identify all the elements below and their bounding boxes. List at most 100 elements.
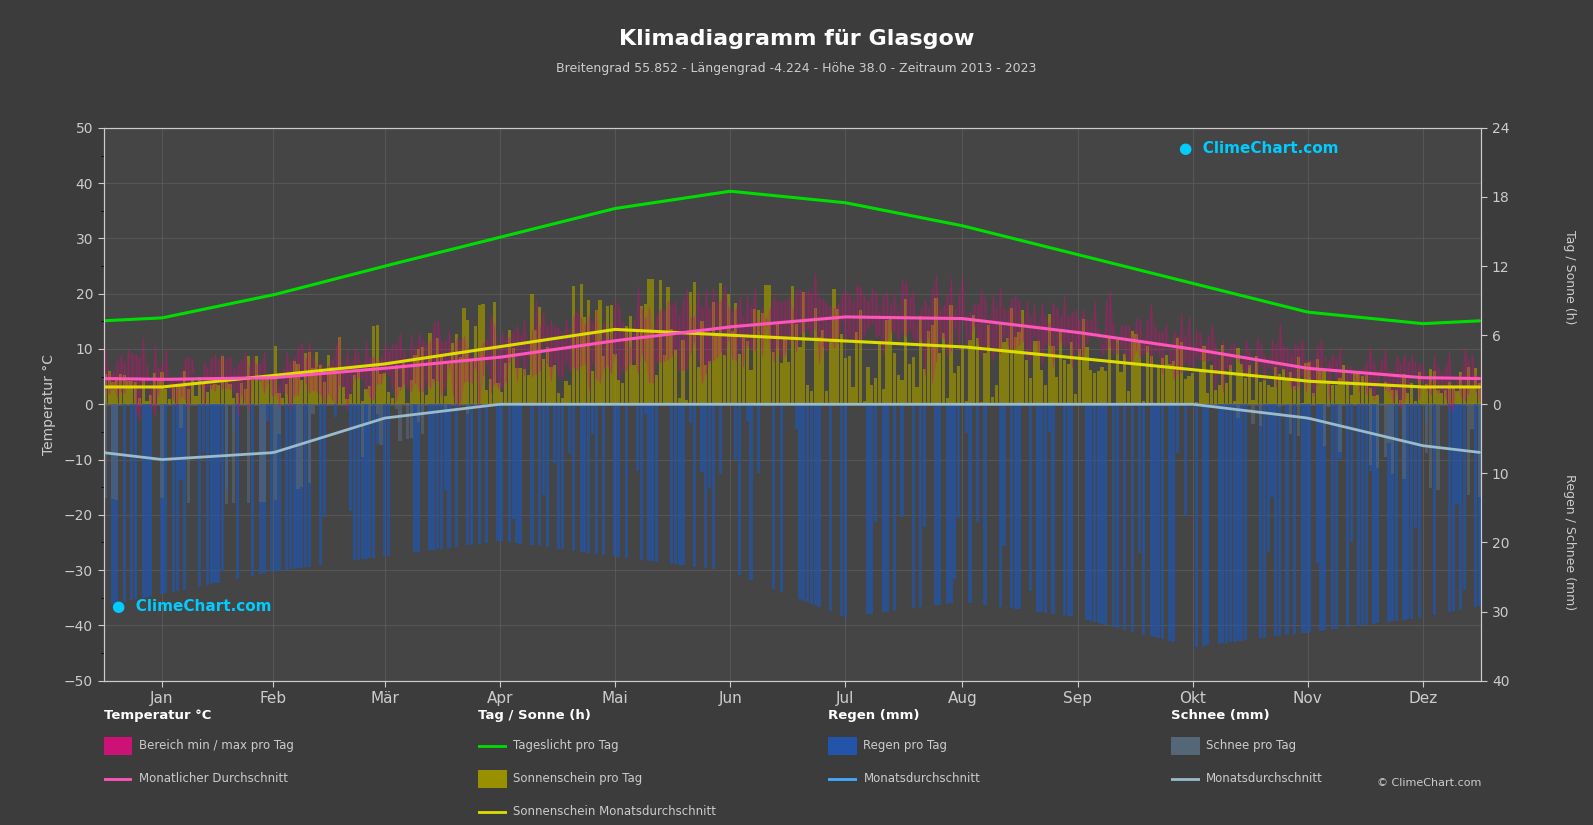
Bar bbox=[1104, 370, 1107, 404]
Bar bbox=[167, 398, 170, 404]
Bar bbox=[734, 404, 738, 460]
Bar bbox=[1429, 370, 1432, 404]
Bar bbox=[840, 334, 843, 404]
Bar bbox=[1357, 372, 1360, 404]
Bar bbox=[1244, 378, 1247, 404]
Bar bbox=[1115, 341, 1118, 404]
Bar bbox=[1448, 382, 1451, 404]
Bar bbox=[564, 380, 567, 404]
Text: Schnee (mm): Schnee (mm) bbox=[1171, 710, 1270, 723]
Bar bbox=[1013, 404, 1016, 609]
Bar bbox=[1376, 395, 1380, 404]
Bar bbox=[198, 404, 201, 587]
Bar bbox=[357, 372, 360, 404]
Bar bbox=[1270, 404, 1273, 497]
Bar bbox=[701, 404, 704, 472]
Bar bbox=[1236, 404, 1239, 642]
Bar bbox=[186, 389, 190, 404]
Bar bbox=[602, 356, 605, 404]
Bar bbox=[798, 404, 801, 599]
Bar bbox=[1063, 360, 1066, 404]
Bar bbox=[1029, 378, 1032, 404]
Bar bbox=[870, 385, 873, 404]
Bar bbox=[1266, 385, 1270, 404]
Bar bbox=[202, 383, 205, 404]
Bar bbox=[371, 404, 374, 558]
Bar bbox=[610, 304, 613, 404]
Bar bbox=[1440, 394, 1443, 404]
Bar bbox=[1286, 404, 1289, 635]
Bar bbox=[1278, 404, 1281, 407]
Bar bbox=[746, 341, 749, 404]
Bar bbox=[205, 404, 209, 585]
Bar bbox=[225, 404, 228, 504]
Bar bbox=[398, 404, 401, 441]
Bar bbox=[814, 309, 817, 404]
Bar bbox=[575, 337, 578, 404]
Bar bbox=[1266, 404, 1270, 552]
Bar bbox=[840, 404, 843, 615]
Bar bbox=[825, 391, 828, 404]
Bar bbox=[682, 404, 685, 565]
Bar bbox=[1437, 390, 1440, 404]
Bar bbox=[1195, 403, 1198, 404]
Bar bbox=[1437, 404, 1440, 490]
Bar bbox=[1131, 404, 1134, 631]
Bar bbox=[1172, 404, 1176, 643]
Bar bbox=[205, 392, 209, 404]
Bar bbox=[1037, 341, 1040, 404]
Bar bbox=[886, 404, 889, 611]
Bar bbox=[443, 404, 446, 410]
Bar bbox=[432, 404, 435, 549]
Bar bbox=[1368, 404, 1372, 465]
Bar bbox=[863, 401, 867, 404]
Bar bbox=[1184, 379, 1187, 404]
Bar bbox=[217, 404, 220, 582]
Bar bbox=[572, 404, 575, 551]
Bar bbox=[145, 401, 148, 404]
Bar bbox=[180, 404, 183, 428]
Bar bbox=[972, 315, 975, 404]
Bar bbox=[327, 356, 330, 404]
Bar bbox=[542, 359, 545, 404]
Bar bbox=[1070, 342, 1074, 404]
Text: Bereich min / max pro Tag: Bereich min / max pro Tag bbox=[139, 739, 293, 752]
Bar bbox=[115, 404, 118, 603]
Bar bbox=[798, 347, 801, 404]
Bar bbox=[1391, 404, 1394, 621]
Bar bbox=[851, 387, 854, 404]
Bar bbox=[354, 375, 357, 404]
Bar bbox=[1365, 375, 1368, 404]
Bar bbox=[417, 349, 421, 404]
Bar bbox=[545, 346, 548, 404]
Bar bbox=[965, 401, 969, 404]
Bar bbox=[1402, 404, 1405, 620]
Bar bbox=[1372, 395, 1375, 404]
Bar bbox=[349, 394, 352, 404]
Text: Sonnenschein pro Tag: Sonnenschein pro Tag bbox=[513, 772, 642, 785]
Bar bbox=[749, 370, 752, 404]
Bar bbox=[938, 353, 941, 404]
Bar bbox=[1324, 404, 1327, 446]
Bar bbox=[734, 303, 738, 404]
Bar bbox=[1198, 369, 1201, 404]
Bar bbox=[946, 398, 949, 404]
Text: Tag / Sonne (h): Tag / Sonne (h) bbox=[478, 710, 591, 723]
Bar bbox=[1236, 347, 1239, 404]
Bar bbox=[288, 404, 292, 569]
Bar bbox=[1101, 367, 1104, 404]
Bar bbox=[1043, 385, 1047, 404]
Bar bbox=[961, 347, 964, 404]
Bar bbox=[591, 371, 594, 404]
Bar bbox=[440, 356, 443, 404]
Bar bbox=[1258, 382, 1262, 404]
Bar bbox=[1168, 404, 1171, 642]
Bar bbox=[892, 404, 895, 610]
Bar bbox=[515, 404, 519, 544]
Bar bbox=[131, 381, 134, 404]
Bar bbox=[753, 309, 757, 404]
Bar bbox=[1338, 404, 1341, 452]
Bar bbox=[296, 364, 299, 404]
Bar bbox=[844, 357, 847, 404]
Bar bbox=[855, 332, 859, 404]
